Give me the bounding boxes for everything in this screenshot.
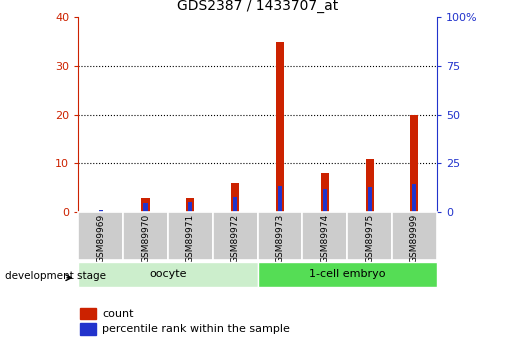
- Text: GSM89972: GSM89972: [231, 214, 240, 263]
- Bar: [258, 212, 302, 260]
- Text: percentile rank within the sample: percentile rank within the sample: [102, 324, 290, 334]
- Bar: [276, 42, 284, 212]
- Bar: [80, 324, 96, 335]
- Bar: [80, 308, 96, 319]
- Bar: [188, 203, 192, 212]
- Bar: [141, 198, 149, 212]
- Text: 1-cell embryo: 1-cell embryo: [309, 269, 385, 279]
- Bar: [123, 212, 168, 260]
- Text: GSM89999: GSM89999: [410, 214, 419, 263]
- Text: GSM89969: GSM89969: [96, 214, 105, 263]
- Bar: [368, 187, 372, 212]
- Bar: [78, 262, 258, 287]
- Bar: [413, 184, 417, 212]
- Bar: [302, 212, 347, 260]
- Bar: [186, 198, 194, 212]
- Text: GSM89975: GSM89975: [365, 214, 374, 263]
- Text: GSM89973: GSM89973: [275, 214, 284, 263]
- Text: GSM89971: GSM89971: [186, 214, 195, 263]
- Bar: [323, 189, 327, 212]
- Bar: [213, 212, 258, 260]
- Text: oocyte: oocyte: [149, 269, 187, 279]
- Text: GSM89974: GSM89974: [320, 214, 329, 263]
- Bar: [233, 197, 237, 212]
- Bar: [143, 204, 147, 212]
- Bar: [98, 210, 103, 212]
- Bar: [258, 262, 437, 287]
- Bar: [392, 212, 437, 260]
- Bar: [168, 212, 213, 260]
- Bar: [347, 212, 392, 260]
- Bar: [78, 212, 123, 260]
- Text: GSM89970: GSM89970: [141, 214, 150, 263]
- Text: development stage: development stage: [5, 271, 106, 281]
- Bar: [231, 183, 239, 212]
- Bar: [366, 159, 374, 212]
- Text: count: count: [102, 309, 133, 318]
- Bar: [321, 173, 329, 212]
- Bar: [411, 115, 419, 212]
- Title: GDS2387 / 1433707_at: GDS2387 / 1433707_at: [177, 0, 338, 13]
- Bar: [278, 186, 282, 212]
